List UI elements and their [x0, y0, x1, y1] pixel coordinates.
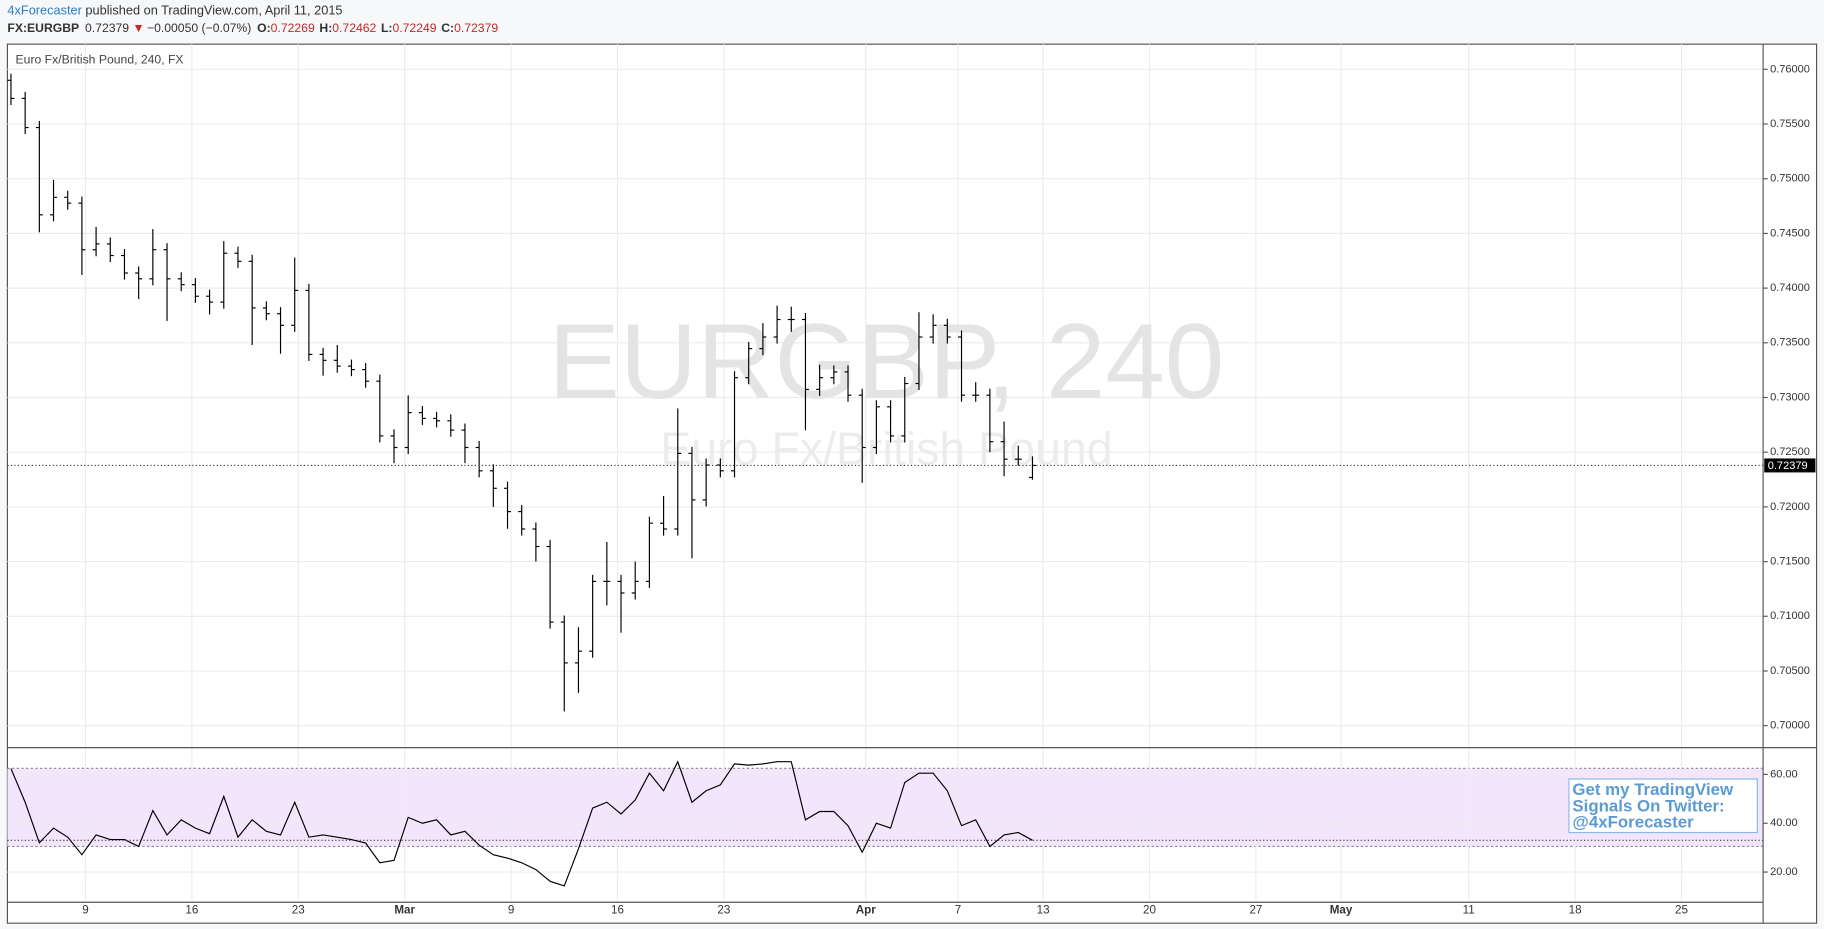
x-tick-label: 13: [1037, 903, 1050, 916]
x-tick-label: 16: [611, 903, 624, 916]
promo-text: Get my TradingView: [1572, 780, 1734, 799]
promo-text: Signals On Twitter:: [1572, 796, 1724, 815]
last: 0.72379: [85, 21, 129, 35]
x-tick-label: 23: [717, 903, 730, 916]
y-tick-label: 0.72000: [1770, 501, 1810, 513]
x-tick-label: 9: [82, 903, 88, 916]
author[interactable]: 4xForecaster: [7, 3, 82, 18]
symbol: FX:EURGBP: [7, 21, 79, 35]
x-tick-label: Apr: [856, 903, 876, 916]
y-tick-label: 0.74000: [1770, 282, 1810, 294]
arrow: ▼: [133, 21, 145, 35]
l-label: L:: [381, 21, 393, 35]
x-tick-label: 9: [508, 903, 514, 916]
promo-box: [1568, 778, 1758, 834]
change: −0.00050 (−0.07%): [147, 21, 251, 35]
rsi-band: [7, 768, 1764, 847]
y-tick-label: 0.70000: [1770, 720, 1810, 732]
promo-text: @4xForecaster: [1572, 813, 1694, 832]
x-tick-label: 16: [185, 903, 198, 916]
publish-line: 4xForecaster published on TradingView.com…: [7, 3, 342, 18]
x-tick-label: Mar: [394, 903, 415, 916]
y-tick-label: 0.70500: [1770, 665, 1810, 677]
o: 0.72269: [271, 21, 315, 35]
x-tick-label: 27: [1249, 903, 1262, 916]
x-tick-label: 23: [292, 903, 305, 916]
quote-line: FX:EURGBP 0.72379 ▼ −0.00050 (−0.07%) O:0.72…: [7, 21, 498, 35]
x-tick-label: May: [1330, 903, 1353, 916]
y-tick-label: 60.00: [1770, 768, 1798, 780]
y-tick-label: 0.71500: [1770, 556, 1810, 568]
y-tick-label: 0.73000: [1770, 391, 1810, 403]
y-tick-label: 0.75000: [1770, 173, 1810, 185]
y-tick-label: 0.73500: [1770, 337, 1810, 349]
last-price-label: 0.72379: [1768, 460, 1808, 472]
rsi-line: [10, 760, 1033, 887]
last-price-tag: [1764, 458, 1816, 473]
watermark-sub: Euro Fx/British Pound: [660, 423, 1112, 475]
c-label: C:: [441, 21, 454, 35]
x-tick-label: 20: [1143, 903, 1156, 916]
y-tick-label: 20.00: [1770, 866, 1798, 878]
h: 0.72462: [332, 21, 376, 35]
watermark: EURGBP, 240: [549, 301, 1225, 421]
published: published on TradingView.com, April 11, …: [85, 3, 342, 18]
y-tick-label: 40.00: [1770, 817, 1798, 829]
y-tick-label: 0.76000: [1770, 63, 1810, 75]
y-tick-label: 0.74500: [1770, 227, 1810, 239]
x-tick-label: 18: [1569, 903, 1582, 916]
x-tick-label: 7: [955, 903, 961, 916]
l: 0.72249: [393, 21, 437, 35]
h-label: H:: [319, 21, 332, 35]
x-tick-label: 25: [1675, 903, 1688, 916]
o-label: O:: [257, 21, 271, 35]
x-tick-label: 11: [1463, 903, 1475, 916]
c: 0.72379: [454, 21, 498, 35]
y-tick-label: 0.72500: [1770, 446, 1810, 458]
pane-title: Euro Fx/British Pound, 240, FX: [16, 53, 184, 67]
y-tick-label: 0.75500: [1770, 118, 1810, 130]
y-tick-label: 0.71000: [1770, 610, 1810, 622]
